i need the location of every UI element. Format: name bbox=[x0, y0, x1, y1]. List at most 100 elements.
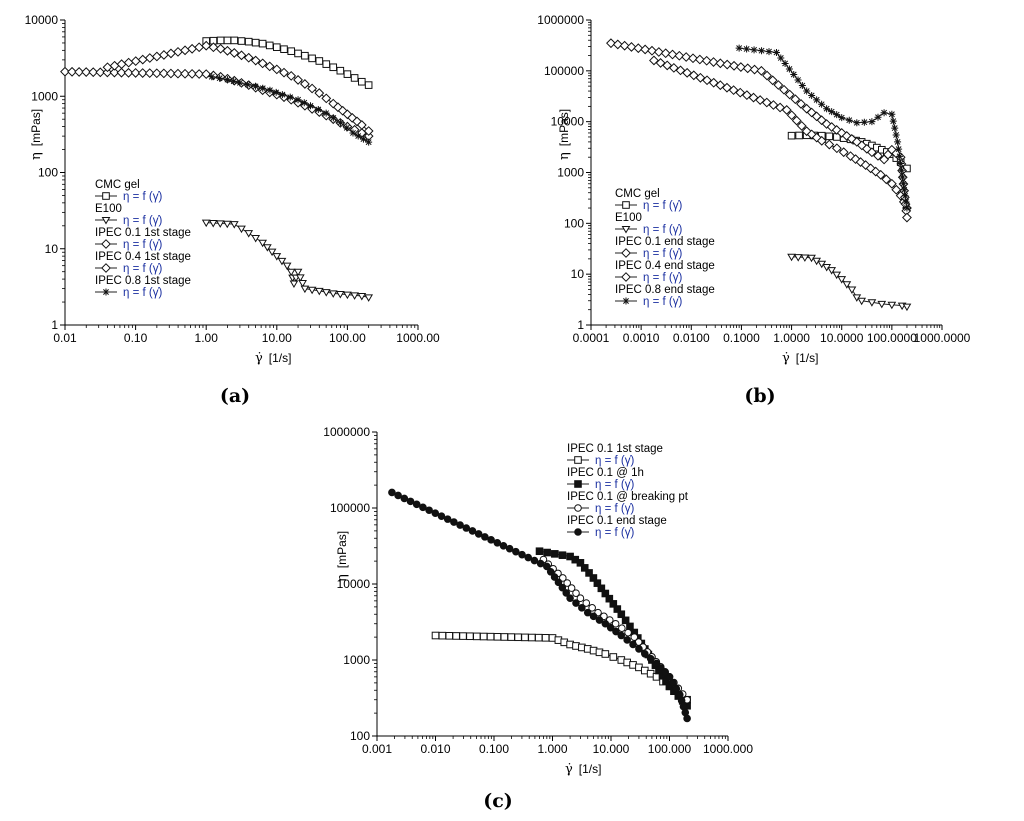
data-point bbox=[779, 84, 789, 95]
data-point bbox=[314, 105, 322, 113]
data-point bbox=[729, 60, 739, 71]
data-point bbox=[336, 66, 345, 75]
data-point bbox=[695, 72, 706, 83]
data-point bbox=[889, 117, 897, 125]
series-1 bbox=[787, 253, 912, 312]
data-point bbox=[264, 61, 275, 72]
data-point bbox=[356, 120, 367, 130]
legend-formula: η = f (γ̇) bbox=[123, 239, 162, 251]
data-point bbox=[321, 289, 331, 297]
data-point bbox=[307, 83, 318, 94]
legend-formula: η = f (γ̇) bbox=[643, 224, 682, 236]
data-point bbox=[342, 109, 353, 120]
x-tick-label: 0.001 bbox=[362, 742, 392, 756]
data-point bbox=[749, 64, 760, 75]
data-point bbox=[606, 623, 615, 632]
data-point bbox=[551, 550, 559, 558]
data-point bbox=[528, 633, 536, 642]
y-axis-symbol: η bbox=[557, 152, 572, 160]
data-point bbox=[618, 624, 626, 632]
data-point bbox=[758, 47, 766, 55]
x-tick-label: 0.010 bbox=[420, 742, 450, 756]
data-point bbox=[286, 70, 297, 81]
data-point bbox=[582, 599, 591, 607]
data-point bbox=[735, 87, 746, 98]
data-point bbox=[572, 589, 580, 597]
data-point bbox=[845, 151, 856, 162]
data-point bbox=[294, 96, 302, 104]
data-point bbox=[796, 99, 806, 109]
data-point bbox=[595, 616, 604, 624]
series-3 bbox=[388, 488, 691, 723]
data-point bbox=[481, 533, 489, 541]
legend-formula: η = f (γ̇) bbox=[595, 479, 634, 491]
legend-marker bbox=[101, 217, 111, 225]
data-point bbox=[811, 132, 822, 143]
data-point bbox=[173, 68, 183, 79]
data-point bbox=[514, 633, 522, 642]
data-point bbox=[279, 67, 289, 78]
legend-formula: η = f (γ̇) bbox=[123, 287, 162, 299]
data-point bbox=[605, 594, 614, 603]
series-3 bbox=[606, 38, 912, 223]
legend-marker bbox=[574, 528, 582, 536]
data-point bbox=[562, 589, 571, 597]
data-point bbox=[425, 506, 433, 515]
data-point bbox=[823, 105, 831, 113]
data-point bbox=[300, 285, 310, 294]
data-point bbox=[201, 40, 212, 51]
data-point bbox=[735, 62, 746, 72]
legend-entry-name: IPEC 0.4 1st stage bbox=[95, 251, 191, 263]
data-point bbox=[808, 91, 816, 99]
data-point bbox=[857, 297, 867, 306]
data-point bbox=[165, 68, 176, 79]
data-point bbox=[609, 600, 618, 608]
data-point bbox=[861, 143, 872, 154]
data-point bbox=[813, 96, 821, 104]
data-point bbox=[216, 36, 225, 45]
x-tick-label: 0.0010 bbox=[623, 331, 660, 345]
x-tick-label: 1.00 bbox=[195, 331, 219, 345]
legend-marker bbox=[102, 192, 110, 200]
data-point bbox=[406, 497, 415, 506]
data-point bbox=[880, 109, 888, 117]
data-point bbox=[222, 220, 232, 229]
legend-marker bbox=[621, 248, 631, 258]
data-point bbox=[576, 594, 585, 603]
data-point bbox=[791, 115, 802, 126]
data-point bbox=[667, 49, 678, 60]
legend-entry-name: IPEC 0.4 end stage bbox=[615, 260, 715, 272]
data-point bbox=[289, 280, 299, 289]
chart-caption: (a) bbox=[220, 385, 250, 407]
y-tick-label: 100 bbox=[38, 166, 58, 180]
data-point bbox=[543, 548, 551, 557]
data-point bbox=[194, 69, 205, 79]
data-point bbox=[88, 67, 99, 78]
data-point bbox=[715, 80, 726, 91]
x-tick-label: 100.0000 bbox=[867, 331, 917, 345]
data-point bbox=[286, 268, 296, 277]
data-point bbox=[314, 88, 325, 99]
y-tick-label: 100 bbox=[350, 729, 370, 743]
data-point bbox=[431, 509, 440, 518]
data-point bbox=[825, 132, 834, 141]
y-tick-label: 1000000 bbox=[537, 13, 584, 27]
series-line bbox=[206, 222, 369, 298]
data-point bbox=[601, 619, 610, 628]
data-point bbox=[530, 556, 539, 565]
data-point bbox=[67, 66, 77, 77]
data-point bbox=[881, 174, 892, 185]
data-point bbox=[280, 45, 288, 53]
x-tick-label: 1.0000 bbox=[773, 331, 810, 345]
data-point bbox=[806, 129, 817, 140]
chart-a: 0.01 0.10 1.00 10.00 100.00 1000.00 1 10 100 1000… bbox=[25, 13, 440, 407]
data-point bbox=[236, 50, 247, 61]
data-point bbox=[123, 57, 134, 68]
y-axis-symbol: η bbox=[335, 574, 350, 582]
data-point bbox=[74, 67, 85, 77]
data-point bbox=[543, 562, 551, 571]
data-point bbox=[354, 132, 362, 140]
data-point bbox=[743, 45, 751, 53]
legend-formula: η = f (γ̇) bbox=[123, 191, 162, 203]
